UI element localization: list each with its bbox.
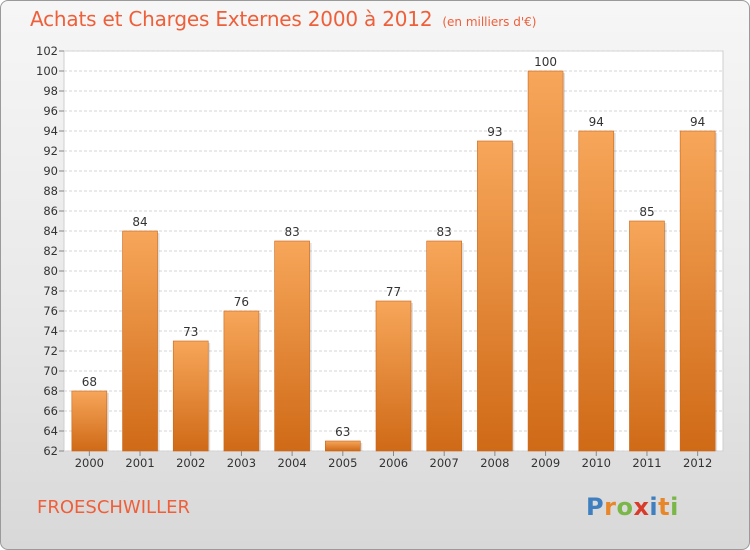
y-tick-label: 86 — [43, 204, 58, 218]
y-tick-label: 98 — [43, 84, 58, 98]
y-tick-label: 78 — [43, 284, 58, 298]
bar — [679, 130, 716, 452]
logo-letter: o — [616, 493, 634, 521]
bar — [578, 130, 615, 452]
y-axis: 62 64 66 68 70 72 74 76 78 80 82 84 86 88 90 92 94 96 98 10… — [36, 44, 64, 458]
y-tick-label: 92 — [43, 144, 58, 158]
x-tick-label: 2008 — [480, 456, 509, 470]
y-tick-label: 102 — [36, 44, 58, 58]
y-tick-label: 70 — [43, 364, 58, 378]
bar — [325, 440, 361, 452]
logo-letter: P — [586, 493, 605, 521]
logo-letter: i — [649, 493, 659, 521]
x-tick-label: 2010 — [582, 456, 611, 470]
y-tick-label: 96 — [43, 104, 58, 118]
data-label: 93 — [487, 125, 502, 139]
bar — [172, 340, 209, 452]
bar — [477, 140, 513, 452]
data-labels: 68 84 73 76 83 63 77 83 93 100 94 85 94 — [82, 55, 706, 439]
bar — [71, 390, 108, 452]
bar — [274, 240, 310, 452]
data-label: 85 — [639, 205, 654, 219]
data-label: 100 — [534, 55, 557, 69]
data-label: 83 — [284, 225, 299, 239]
y-tick-label: 62 — [43, 444, 58, 458]
x-tick-label: 2001 — [125, 456, 154, 470]
y-tick-label: 94 — [43, 124, 58, 138]
data-label: 63 — [335, 425, 350, 439]
x-tick-label: 2012 — [683, 456, 712, 470]
chart-title: Achats et Charges Externes 2000 à 2012 — [30, 7, 433, 31]
x-tick-label: 2005 — [328, 456, 357, 470]
y-tick-label: 84 — [43, 224, 58, 238]
data-label: 83 — [437, 225, 452, 239]
data-label: 73 — [183, 325, 198, 339]
bar — [426, 240, 462, 452]
y-tick-label: 74 — [43, 324, 58, 338]
y-tick-label: 88 — [43, 184, 58, 198]
x-tick-label: 2003 — [227, 456, 256, 470]
y-tick-label: 66 — [43, 404, 58, 418]
x-tick-label: 2002 — [176, 456, 205, 470]
data-label: 94 — [690, 115, 705, 129]
title-block: Achats et Charges Externes 2000 à 2012 (e… — [30, 7, 536, 31]
data-label: 68 — [82, 375, 97, 389]
data-label: 84 — [132, 215, 147, 229]
y-tick-label: 80 — [43, 264, 58, 278]
chart-subtitle: (en milliers d'€) — [442, 15, 537, 29]
y-tick-label: 82 — [43, 244, 58, 258]
bar — [629, 220, 665, 452]
data-label: 76 — [234, 295, 249, 309]
x-tick-label: 2004 — [277, 456, 306, 470]
x-tick-label: 2000 — [75, 456, 104, 470]
bar — [122, 230, 158, 452]
logo-letter: t — [658, 493, 671, 521]
bar — [527, 70, 564, 452]
proxiti-logo: Proxiti — [586, 493, 679, 521]
logo-letter: x — [633, 493, 650, 521]
y-tick-label: 72 — [43, 344, 58, 358]
y-tick-label: 100 — [36, 64, 58, 78]
bars — [71, 70, 718, 452]
y-tick-label: 68 — [43, 384, 58, 398]
logo-letter: r — [604, 493, 617, 521]
logo-letter: i — [670, 493, 679, 521]
x-tick-label: 2009 — [531, 456, 560, 470]
y-tick-label: 90 — [43, 164, 58, 178]
x-tick-label: 2006 — [379, 456, 408, 470]
y-tick-label: 76 — [43, 304, 58, 318]
data-label: 77 — [386, 285, 401, 299]
data-label: 94 — [589, 115, 604, 129]
x-tick-label: 2007 — [430, 456, 459, 470]
x-tick-label: 2011 — [632, 456, 661, 470]
y-tick-label: 64 — [43, 424, 58, 438]
commune-name: FROESCHWILLER — [37, 497, 190, 518]
bar — [223, 310, 260, 452]
x-axis: 2000 2001 2002 2003 2004 2005 2006 2007 2008 2009… — [75, 451, 712, 470]
bar — [375, 300, 412, 452]
